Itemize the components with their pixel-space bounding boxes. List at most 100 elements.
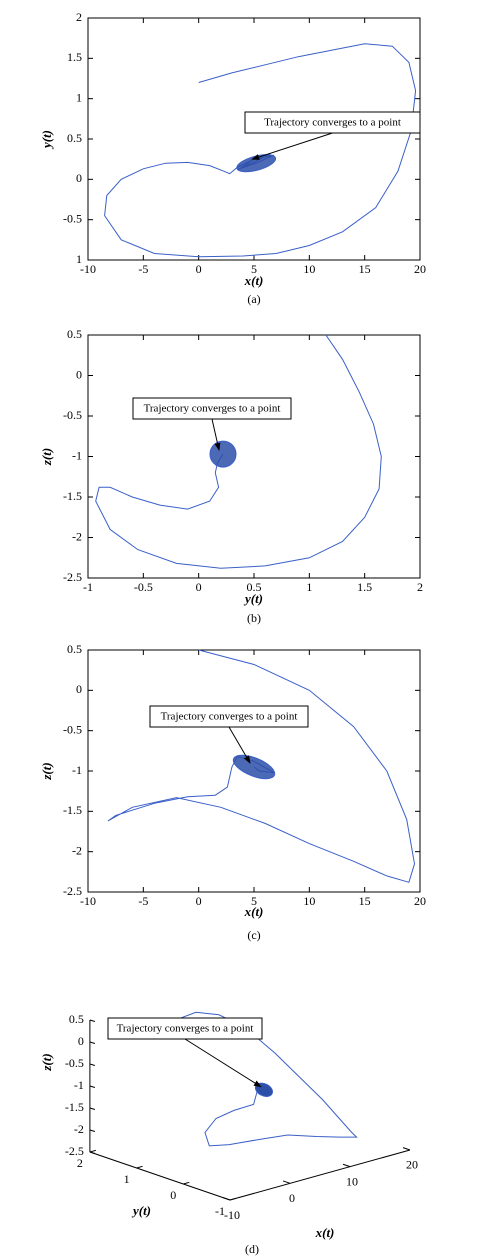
convergence-blob <box>236 154 277 173</box>
y-axis-label: y(t) <box>39 130 54 150</box>
z-axis-label: z(t) <box>39 1053 54 1071</box>
y-axis-label: z(t) <box>39 448 54 466</box>
y-tick-label: -0.5 <box>63 722 82 736</box>
y-tick-label: 0.5 <box>67 327 82 341</box>
annotation-arrow <box>251 132 333 160</box>
annotation: Trajectory converges to a point <box>117 1023 254 1035</box>
x-tick-label: 1.5 <box>357 580 372 594</box>
x-tick-label: 10 <box>303 262 315 276</box>
x-tick-label: 0 <box>196 894 202 908</box>
y-tick-label: 1 <box>76 252 82 266</box>
x-tick-label: 0 <box>196 580 202 594</box>
x-tick-label: 10 <box>303 894 315 908</box>
y-tick-label: -1 <box>72 448 82 462</box>
y-tick-label: 0 <box>76 682 82 696</box>
convergence-blob <box>254 1082 274 1097</box>
x-tick-label: -10 <box>224 1208 240 1222</box>
x-tick-label: 20 <box>406 1158 418 1172</box>
y-tick-label: -2 <box>72 843 82 857</box>
y-tick <box>89 1149 97 1153</box>
annotation: Trajectory converges to a point <box>144 403 281 415</box>
x-tick <box>282 1180 291 1184</box>
x-tick-label: -0.5 <box>134 580 153 594</box>
x-tick-label: -5 <box>138 262 148 276</box>
x-axis-label: y(t) <box>243 591 263 606</box>
y-tick-label: -0.5 <box>63 211 82 225</box>
z-tick-label: -0.5 <box>65 1056 84 1070</box>
convergence-blob <box>209 440 237 468</box>
y-tick <box>136 1165 143 1169</box>
z-tick <box>89 1085 96 1088</box>
y-tick-label: 0.5 <box>67 131 82 145</box>
trajectory <box>95 334 382 569</box>
x-tick-label: 10 <box>346 1174 358 1188</box>
convergence-blob <box>232 754 276 780</box>
z-tick <box>89 1019 96 1022</box>
x-axis-label: x(t) <box>244 904 264 919</box>
x-axis-label: x(t) <box>315 1225 335 1240</box>
caption: (a) <box>247 292 260 306</box>
y-tick-label: -1 <box>72 763 82 777</box>
x-tick <box>402 1147 411 1151</box>
x-tick-label: 0 <box>196 262 202 276</box>
x-tick-label: 1 <box>306 580 312 594</box>
annotation: Trajectory converges to a point <box>264 117 401 129</box>
y-tick-label: 1.5 <box>67 50 82 64</box>
y-tick-label: 1 <box>76 90 82 104</box>
caption: (d) <box>245 1242 259 1256</box>
annotation-arrow <box>228 726 251 764</box>
z-tick-label: 0.5 <box>69 1012 84 1026</box>
x-axis <box>229 1149 411 1201</box>
z-tick-label: -1.5 <box>65 1100 84 1114</box>
y-axis-label: y(t) <box>131 1203 151 1218</box>
y-tick-label: 0 <box>76 367 82 381</box>
y-tick-label: -1 <box>215 1204 225 1218</box>
x-tick-label: 2 <box>417 580 423 594</box>
z-tick <box>89 1107 96 1110</box>
x-tick-label: 0 <box>289 1191 295 1205</box>
y-tick-label: -1.5 <box>63 489 82 503</box>
y-tick-label: -0.5 <box>63 408 82 422</box>
y-tick-label: 0.5 <box>67 642 82 656</box>
y-tick-label: -1.5 <box>63 803 82 817</box>
x-tick-label: 15 <box>359 894 371 908</box>
y-tick <box>183 1181 190 1185</box>
x-tick <box>222 1197 231 1201</box>
z-tick <box>89 1063 96 1066</box>
z-tick-label: -2 <box>74 1122 84 1136</box>
x-tick-label: -5 <box>138 894 148 908</box>
x-tick-label: 15 <box>359 262 371 276</box>
y-tick <box>229 1197 237 1201</box>
y-tick-label: -2.5 <box>63 570 82 584</box>
trajectory <box>104 43 417 258</box>
z-tick-label: 0 <box>78 1034 84 1048</box>
x-tick-label: 5 <box>251 894 257 908</box>
x-tick-label: 0.5 <box>247 580 262 594</box>
z-tick <box>89 1129 96 1132</box>
plot-frame <box>87 334 421 579</box>
z-tick-label: -1 <box>74 1078 84 1092</box>
z-tick-label: -2.5 <box>65 1144 84 1158</box>
y-tick-label: -2 <box>72 529 82 543</box>
x-tick-label: 20 <box>414 894 426 908</box>
annotation-arrow <box>184 1038 262 1088</box>
y-axis-label: z(t) <box>39 762 54 780</box>
x-axis-label: x(t) <box>244 273 264 288</box>
caption: (b) <box>247 611 261 625</box>
annotation-arrow <box>211 418 221 452</box>
y-tick-label: 0 <box>170 1188 176 1202</box>
z-tick <box>89 1041 96 1044</box>
y-tick-label: 2 <box>77 1156 83 1170</box>
x-tick-label: -10 <box>80 262 96 276</box>
x-tick-label: -10 <box>80 894 96 908</box>
plot-frame <box>87 17 421 261</box>
y-tick-label: 0 <box>76 171 82 185</box>
x-tick-label: 5 <box>251 262 257 276</box>
annotation: Trajectory converges to a point <box>161 711 298 723</box>
x-tick-label: 20 <box>414 262 426 276</box>
x-tick <box>342 1163 351 1168</box>
y-axis <box>89 1151 231 1201</box>
x-tick-label: -1 <box>83 580 93 594</box>
